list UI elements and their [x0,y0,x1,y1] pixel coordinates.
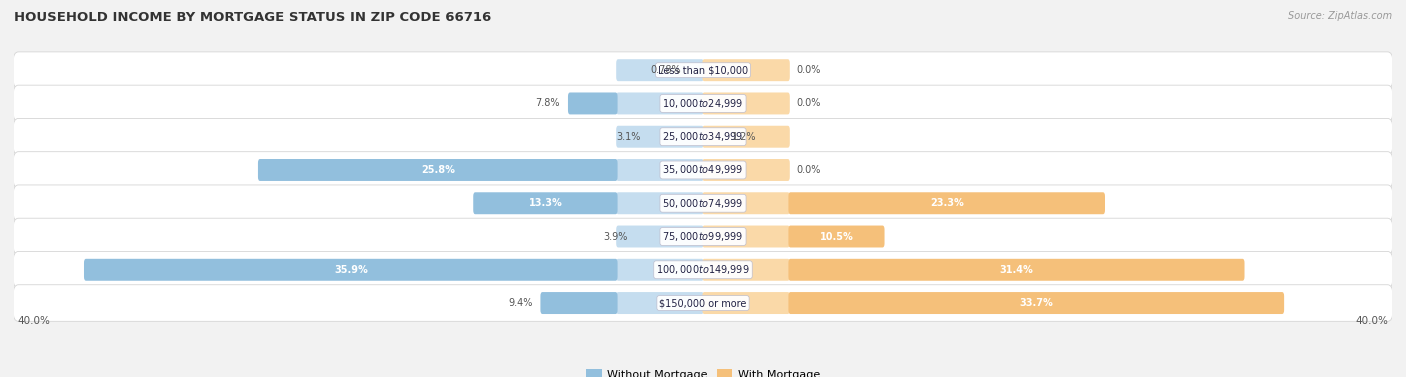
FancyBboxPatch shape [13,185,1393,222]
Text: $150,000 or more: $150,000 or more [659,298,747,308]
FancyBboxPatch shape [616,92,703,115]
FancyBboxPatch shape [616,225,703,247]
Text: 40.0%: 40.0% [17,316,51,326]
Text: $25,000 to $34,999: $25,000 to $34,999 [662,130,744,143]
Text: 3.1%: 3.1% [617,132,641,142]
FancyBboxPatch shape [789,292,1284,314]
Text: $75,000 to $99,999: $75,000 to $99,999 [662,230,744,243]
FancyBboxPatch shape [616,126,703,148]
FancyBboxPatch shape [616,59,703,81]
FancyBboxPatch shape [703,259,790,281]
FancyBboxPatch shape [703,92,790,115]
Text: $50,000 to $74,999: $50,000 to $74,999 [662,197,744,210]
FancyBboxPatch shape [568,92,617,115]
Text: 0.0%: 0.0% [796,165,820,175]
FancyBboxPatch shape [540,292,617,314]
FancyBboxPatch shape [13,285,1393,321]
Text: 10.5%: 10.5% [820,231,853,242]
FancyBboxPatch shape [703,292,790,314]
FancyBboxPatch shape [13,218,1393,255]
Text: Source: ZipAtlas.com: Source: ZipAtlas.com [1288,11,1392,21]
Text: HOUSEHOLD INCOME BY MORTGAGE STATUS IN ZIP CODE 66716: HOUSEHOLD INCOME BY MORTGAGE STATUS IN Z… [14,11,491,24]
Text: 3.9%: 3.9% [603,231,627,242]
Text: 1.2%: 1.2% [733,132,756,142]
FancyBboxPatch shape [703,192,790,214]
FancyBboxPatch shape [703,59,790,81]
FancyBboxPatch shape [13,85,1393,122]
Text: $10,000 to $24,999: $10,000 to $24,999 [662,97,744,110]
Text: 0.0%: 0.0% [796,65,820,75]
Text: 13.3%: 13.3% [529,198,562,208]
FancyBboxPatch shape [616,159,703,181]
FancyBboxPatch shape [703,126,790,148]
Text: 9.4%: 9.4% [508,298,533,308]
FancyBboxPatch shape [84,259,617,281]
FancyBboxPatch shape [703,225,790,247]
FancyBboxPatch shape [616,192,703,214]
Text: 31.4%: 31.4% [1000,265,1033,275]
Text: $35,000 to $49,999: $35,000 to $49,999 [662,164,744,176]
FancyBboxPatch shape [13,52,1393,89]
Text: 33.7%: 33.7% [1019,298,1053,308]
Text: 0.78%: 0.78% [651,65,681,75]
FancyBboxPatch shape [616,292,703,314]
FancyBboxPatch shape [257,159,617,181]
Text: 23.3%: 23.3% [929,198,963,208]
FancyBboxPatch shape [789,192,1105,214]
FancyBboxPatch shape [13,251,1393,288]
Text: $100,000 to $149,999: $100,000 to $149,999 [657,263,749,276]
FancyBboxPatch shape [474,192,617,214]
FancyBboxPatch shape [13,152,1393,188]
FancyBboxPatch shape [616,259,703,281]
FancyBboxPatch shape [13,118,1393,155]
Text: Less than $10,000: Less than $10,000 [658,65,748,75]
FancyBboxPatch shape [789,225,884,247]
Legend: Without Mortgage, With Mortgage: Without Mortgage, With Mortgage [582,365,824,377]
FancyBboxPatch shape [703,159,790,181]
Text: 25.8%: 25.8% [420,165,454,175]
Text: 40.0%: 40.0% [1355,316,1389,326]
FancyBboxPatch shape [789,259,1244,281]
Text: 7.8%: 7.8% [536,98,560,109]
Text: 0.0%: 0.0% [796,98,820,109]
Text: 35.9%: 35.9% [333,265,367,275]
